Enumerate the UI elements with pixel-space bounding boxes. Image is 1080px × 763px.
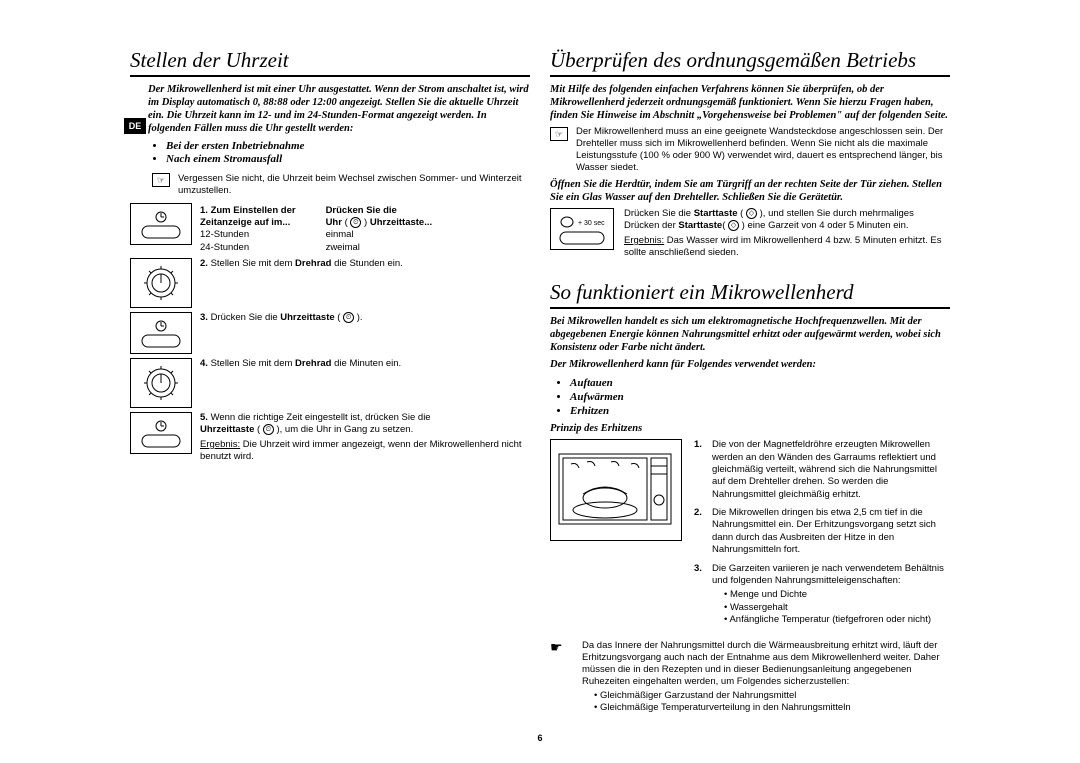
check-step-body: Drücken Sie die Starttaste ( ◇ ), und st… — [624, 208, 950, 259]
step3-b: Uhrzeittaste — [280, 312, 334, 323]
step5-result-label: Ergebnis: — [200, 439, 240, 450]
step1-h2: Zeitanzeige auf im... — [200, 217, 290, 228]
step3-a: Drücken Sie die — [211, 312, 281, 323]
dial-icon — [130, 258, 192, 308]
step4-c: die Minuten ein. — [331, 358, 401, 369]
section-title-check: Überprüfen des ordnungsgemäßen Betriebs — [550, 48, 950, 77]
step1-c2a: Drücken Sie die — [326, 205, 397, 216]
step1-v2: 24-Stunden — [200, 242, 249, 253]
intro-open-door: Öffnen Sie die Herdtür, indem Sie am Tür… — [550, 178, 950, 204]
pointing-hand-icon: ☛ — [550, 640, 572, 654]
two-column-layout: Stellen der Uhrzeit Der Mikrowellenherd … — [130, 48, 950, 743]
step1-c2b: Uhr — [326, 217, 342, 228]
bullet-first-use: Bei der ersten Inbetriebnahme — [166, 140, 530, 154]
note-icon: ☞ — [152, 173, 170, 187]
h2-text: Die Mikrowellen dringen bis etwa 2,5 cm … — [712, 507, 950, 556]
step-4-body: 4. Stellen Sie mit dem Drehrad die Minut… — [200, 358, 530, 370]
heating-principle-head: Prinzip des Erhitzens — [550, 422, 950, 435]
step-3: 3. Drücken Sie die Uhrzeittaste ( ⏲ ). — [130, 312, 530, 354]
right-column: Überprüfen des ordnungsgemäßen Betriebs … — [550, 48, 950, 743]
step4-b: Drehrad — [295, 358, 331, 369]
cs-result-label: Ergebnis: — [624, 235, 664, 246]
step1-c2c: Uhrzeittaste... — [370, 217, 432, 228]
clock-button-icon — [130, 203, 192, 245]
cs-e: eine Garzeit von 4 oder 5 Minuten ein. — [745, 221, 909, 232]
note-socket: ☞ Der Mikrowellenherd muss an eine geeig… — [550, 126, 950, 174]
heating-item-2: 2.Die Mikrowellen dringen bis etwa 2,5 c… — [694, 507, 950, 556]
clock-button-icon-2 — [130, 312, 192, 354]
bullet-power-failure: Nach einem Stromausfall — [166, 153, 530, 167]
note-icon-2: ☞ — [550, 127, 568, 141]
step4-a: Stellen Sie mit dem — [211, 358, 293, 369]
dial-icon-2 — [130, 358, 192, 408]
microwave-illustration — [550, 439, 682, 541]
footer-text: Da das Innere der Nahrungsmittel durch d… — [582, 640, 940, 687]
language-badge: DE — [124, 118, 146, 134]
section-title-how: So funktioniert ein Mikrowellenherd — [550, 280, 950, 309]
step-5-body: 5. Wenn die richtige Zeit eingestellt is… — [200, 412, 530, 463]
uses-bullets: Auftauen Aufwärmen Erhitzen — [556, 377, 950, 418]
step2-b: Drehrad — [295, 258, 331, 269]
bullet-heat: Erhitzen — [570, 405, 950, 419]
step5-c: , um die Uhr in Gang zu setzen. — [280, 425, 414, 436]
note-text: Vergessen Sie nicht, die Uhrzeit beim We… — [178, 173, 530, 197]
step2-c: die Stunden ein. — [331, 258, 402, 269]
footer-note-text: Da das Innere der Nahrungsmittel durch d… — [582, 640, 950, 713]
step1-c2v2: zweimal — [326, 242, 360, 253]
intro-clock: Der Mikrowellenherd ist mit einer Uhr au… — [130, 83, 530, 136]
heating-item-3: 3.Die Garzeiten variieren je nach verwen… — [694, 563, 950, 627]
fb2: Gleichmäßige Temperaturverteilung in den… — [594, 702, 950, 714]
intro-how: Bei Mikrowellen handelt es sich um elekt… — [550, 315, 950, 354]
page-number: 6 — [537, 733, 542, 743]
bullet-defrost: Auftauen — [570, 377, 950, 391]
cs-d: Starttaste — [678, 221, 722, 232]
step-1-body: 1. Zum Einstellen der Zeitanzeige auf im… — [200, 203, 530, 254]
fb1: Gleichmäßiger Garzustand der Nahrungsmit… — [594, 690, 950, 702]
h1-text: Die von der Magnetfeldröhre erzeugten Mi… — [712, 439, 950, 501]
start-button-icon: + 30 sec — [550, 208, 614, 250]
heating-item-1: 1.Die von der Magnetfeldröhre erzeugten … — [694, 439, 950, 501]
cs-result-text: Das Wasser wird im Mikrowellenherd 4 bzw… — [624, 235, 942, 258]
intro-check: Mit Hilfe des folgenden einfachen Verfah… — [550, 83, 950, 122]
step5-result-text: Die Uhrzeit wird immer angezeigt, wenn d… — [200, 439, 522, 462]
step-5: 5. Wenn die richtige Zeit eingestellt is… — [130, 412, 530, 463]
footer-bullets: Gleichmäßiger Garzustand der Nahrungsmit… — [594, 690, 950, 714]
heating-row: 1.Die von der Magnetfeldröhre erzeugten … — [550, 439, 950, 632]
h3b2: Wassergehalt — [724, 602, 950, 614]
section-title-clock: Stellen der Uhrzeit — [130, 48, 530, 77]
h3b1: Menge und Dichte — [724, 589, 950, 601]
step-3-body: 3. Drücken Sie die Uhrzeittaste ( ⏲ ). — [200, 312, 530, 324]
note-socket-text: Der Mikrowellenherd muss an eine geeigne… — [576, 126, 950, 174]
step5-b: Uhrzeittaste — [200, 425, 254, 436]
heating-list: 1.Die von der Magnetfeldröhre erzeugten … — [694, 439, 950, 632]
cs-b: Starttaste — [694, 208, 738, 219]
step1-c2v1: einmal — [326, 229, 354, 240]
step-4: 4. Stellen Sie mit dem Drehrad die Minut… — [130, 358, 530, 408]
note-dst: ☞ Vergessen Sie nicht, die Uhrzeit beim … — [152, 173, 530, 197]
step1-h1: Zum Einstellen der — [211, 205, 296, 216]
intro-uses: Der Mikrowellenherd kann für Folgendes v… — [550, 358, 950, 371]
svg-text:+ 30 sec: + 30 sec — [578, 220, 605, 227]
step-1: 1. Zum Einstellen der Zeitanzeige auf im… — [130, 203, 530, 254]
cs-a: Drücken Sie die — [624, 208, 694, 219]
left-column: Stellen der Uhrzeit Der Mikrowellenherd … — [130, 48, 530, 743]
clock-bullets: Bei der ersten Inbetriebnahme Nach einem… — [152, 140, 530, 168]
h3-text: Die Garzeiten variieren je nach verwende… — [712, 563, 944, 586]
check-step: + 30 sec Drücken Sie die Starttaste ( ◇ … — [550, 208, 950, 259]
page: DE Stellen der Uhrzeit Der Mikrowellenhe… — [0, 0, 1080, 763]
bullet-reheat: Aufwärmen — [570, 391, 950, 405]
clock-button-icon-3 — [130, 412, 192, 454]
step1-v1: 12-Stunden — [200, 229, 249, 240]
h3b3: Anfängliche Temperatur (tiefgefroren ode… — [724, 614, 950, 626]
step2-a: Stellen Sie mit dem — [211, 258, 293, 269]
step-2-body: 2. Stellen Sie mit dem Drehrad die Stund… — [200, 258, 530, 270]
h3-subbullets: Menge und Dichte Wassergehalt Anfänglich… — [724, 589, 950, 626]
footer-note: ☛ Da das Innere der Nahrungsmittel durch… — [550, 640, 950, 713]
step5-a: Wenn die richtige Zeit eingestellt ist, … — [211, 412, 431, 423]
clock-steps: 1. Zum Einstellen der Zeitanzeige auf im… — [130, 203, 530, 464]
step-2: 2. Stellen Sie mit dem Drehrad die Stund… — [130, 258, 530, 308]
